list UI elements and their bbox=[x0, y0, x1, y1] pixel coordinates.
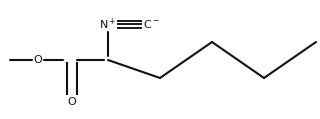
Text: N$^+$: N$^+$ bbox=[99, 16, 117, 32]
Text: O: O bbox=[34, 55, 42, 65]
Text: O: O bbox=[68, 97, 76, 107]
Text: C$^-$: C$^-$ bbox=[143, 18, 161, 30]
